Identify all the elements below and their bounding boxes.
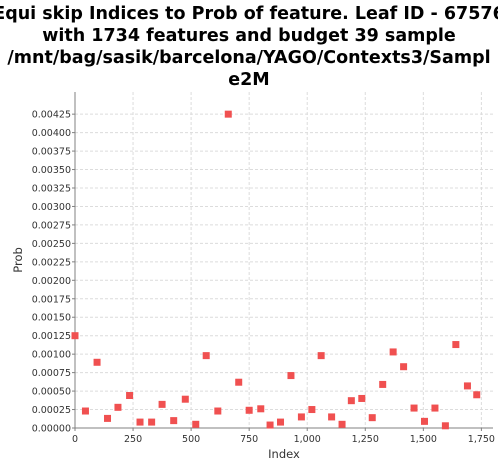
data-point <box>287 372 295 380</box>
chart-title: Equi skip Indices to Prob of feature. Le… <box>0 4 498 90</box>
data-point <box>214 407 222 415</box>
data-point <box>71 332 79 340</box>
title-line: e2M <box>228 70 269 90</box>
y-tick-label: 0.00375 <box>32 147 71 158</box>
data-point <box>235 378 243 386</box>
data-point <box>224 110 232 118</box>
data-point <box>389 348 397 356</box>
data-point <box>158 400 166 408</box>
y-tick-label: 0.00150 <box>32 313 71 324</box>
data-point <box>181 395 189 403</box>
data-point <box>266 421 274 429</box>
x-tick-label: 500 <box>182 434 200 445</box>
data-point <box>410 404 418 412</box>
data-point <box>114 403 122 411</box>
data-point <box>317 352 325 360</box>
axes: 0 250 500 750 1,000 1,250 1,500 1,750 0.00000 0.0… <box>32 92 495 445</box>
x-tick-label: 1,250 <box>352 434 379 445</box>
plot-area <box>75 92 493 428</box>
data-point <box>441 422 449 430</box>
x-tick-label: 250 <box>124 434 142 445</box>
data-point <box>192 420 200 428</box>
y-tick-label: 0.00250 <box>32 239 71 250</box>
data-point <box>277 418 285 426</box>
data-point <box>368 414 376 422</box>
data-point <box>257 405 265 413</box>
y-tick-label: 0.00225 <box>32 257 71 268</box>
data-point <box>126 392 134 400</box>
data-point <box>136 418 144 426</box>
data-point <box>81 407 89 415</box>
y-tick-label: 0.00275 <box>32 220 71 231</box>
data-point <box>104 414 112 422</box>
y-tick-label: 0.00400 <box>32 128 71 139</box>
data-point <box>473 391 481 399</box>
data-point <box>452 341 460 349</box>
title-line: /mnt/bag/sasik/barcelona/YAGO/Contexts3/… <box>7 48 490 68</box>
title-line: Equi skip Indices to Prob of feature. Le… <box>0 4 498 24</box>
x-axis-label: Index <box>268 447 300 461</box>
data-point <box>170 417 178 425</box>
y-tick-label: 0.00125 <box>32 331 71 342</box>
data-point <box>420 417 428 425</box>
x-tick-label: 0 <box>72 434 78 445</box>
y-tick-label: 0.00200 <box>32 276 71 287</box>
x-tick-label: 1,000 <box>294 434 321 445</box>
y-tick-label: 0.00100 <box>32 350 71 361</box>
data-point <box>338 420 346 428</box>
y-tick-label: 0.00000 <box>32 424 71 435</box>
y-tick-label: 0.00350 <box>32 165 71 176</box>
y-tick-label: 0.00325 <box>32 184 71 195</box>
y-tick-label: 0.00025 <box>32 405 71 416</box>
data-point <box>148 418 156 426</box>
data-point <box>431 404 439 412</box>
y-tick-label: 0.00075 <box>32 368 71 379</box>
y-tick-label: 0.00300 <box>32 202 71 213</box>
grid-lines <box>75 92 493 428</box>
x-tick-label: 1,500 <box>410 434 437 445</box>
y-axis-label: Prob <box>11 247 25 273</box>
x-tick-label: 1,750 <box>468 434 495 445</box>
data-point <box>202 352 210 360</box>
y-tick-label: 0.00175 <box>32 294 71 305</box>
data-point <box>347 397 355 405</box>
title-line: with 1734 features and budget 39 sample <box>42 26 456 46</box>
x-tick-label: 750 <box>240 434 258 445</box>
data-point <box>297 413 305 421</box>
data-point <box>358 394 366 402</box>
data-point <box>328 413 336 421</box>
data-point <box>308 406 316 414</box>
y-tick-label: 0.00050 <box>32 387 71 398</box>
data-point <box>400 363 408 371</box>
data-point <box>93 358 101 366</box>
y-tick-label: 0.00425 <box>32 110 71 121</box>
data-point <box>245 406 253 414</box>
data-point <box>463 382 471 390</box>
data-point <box>379 380 387 388</box>
data-points <box>71 110 481 430</box>
